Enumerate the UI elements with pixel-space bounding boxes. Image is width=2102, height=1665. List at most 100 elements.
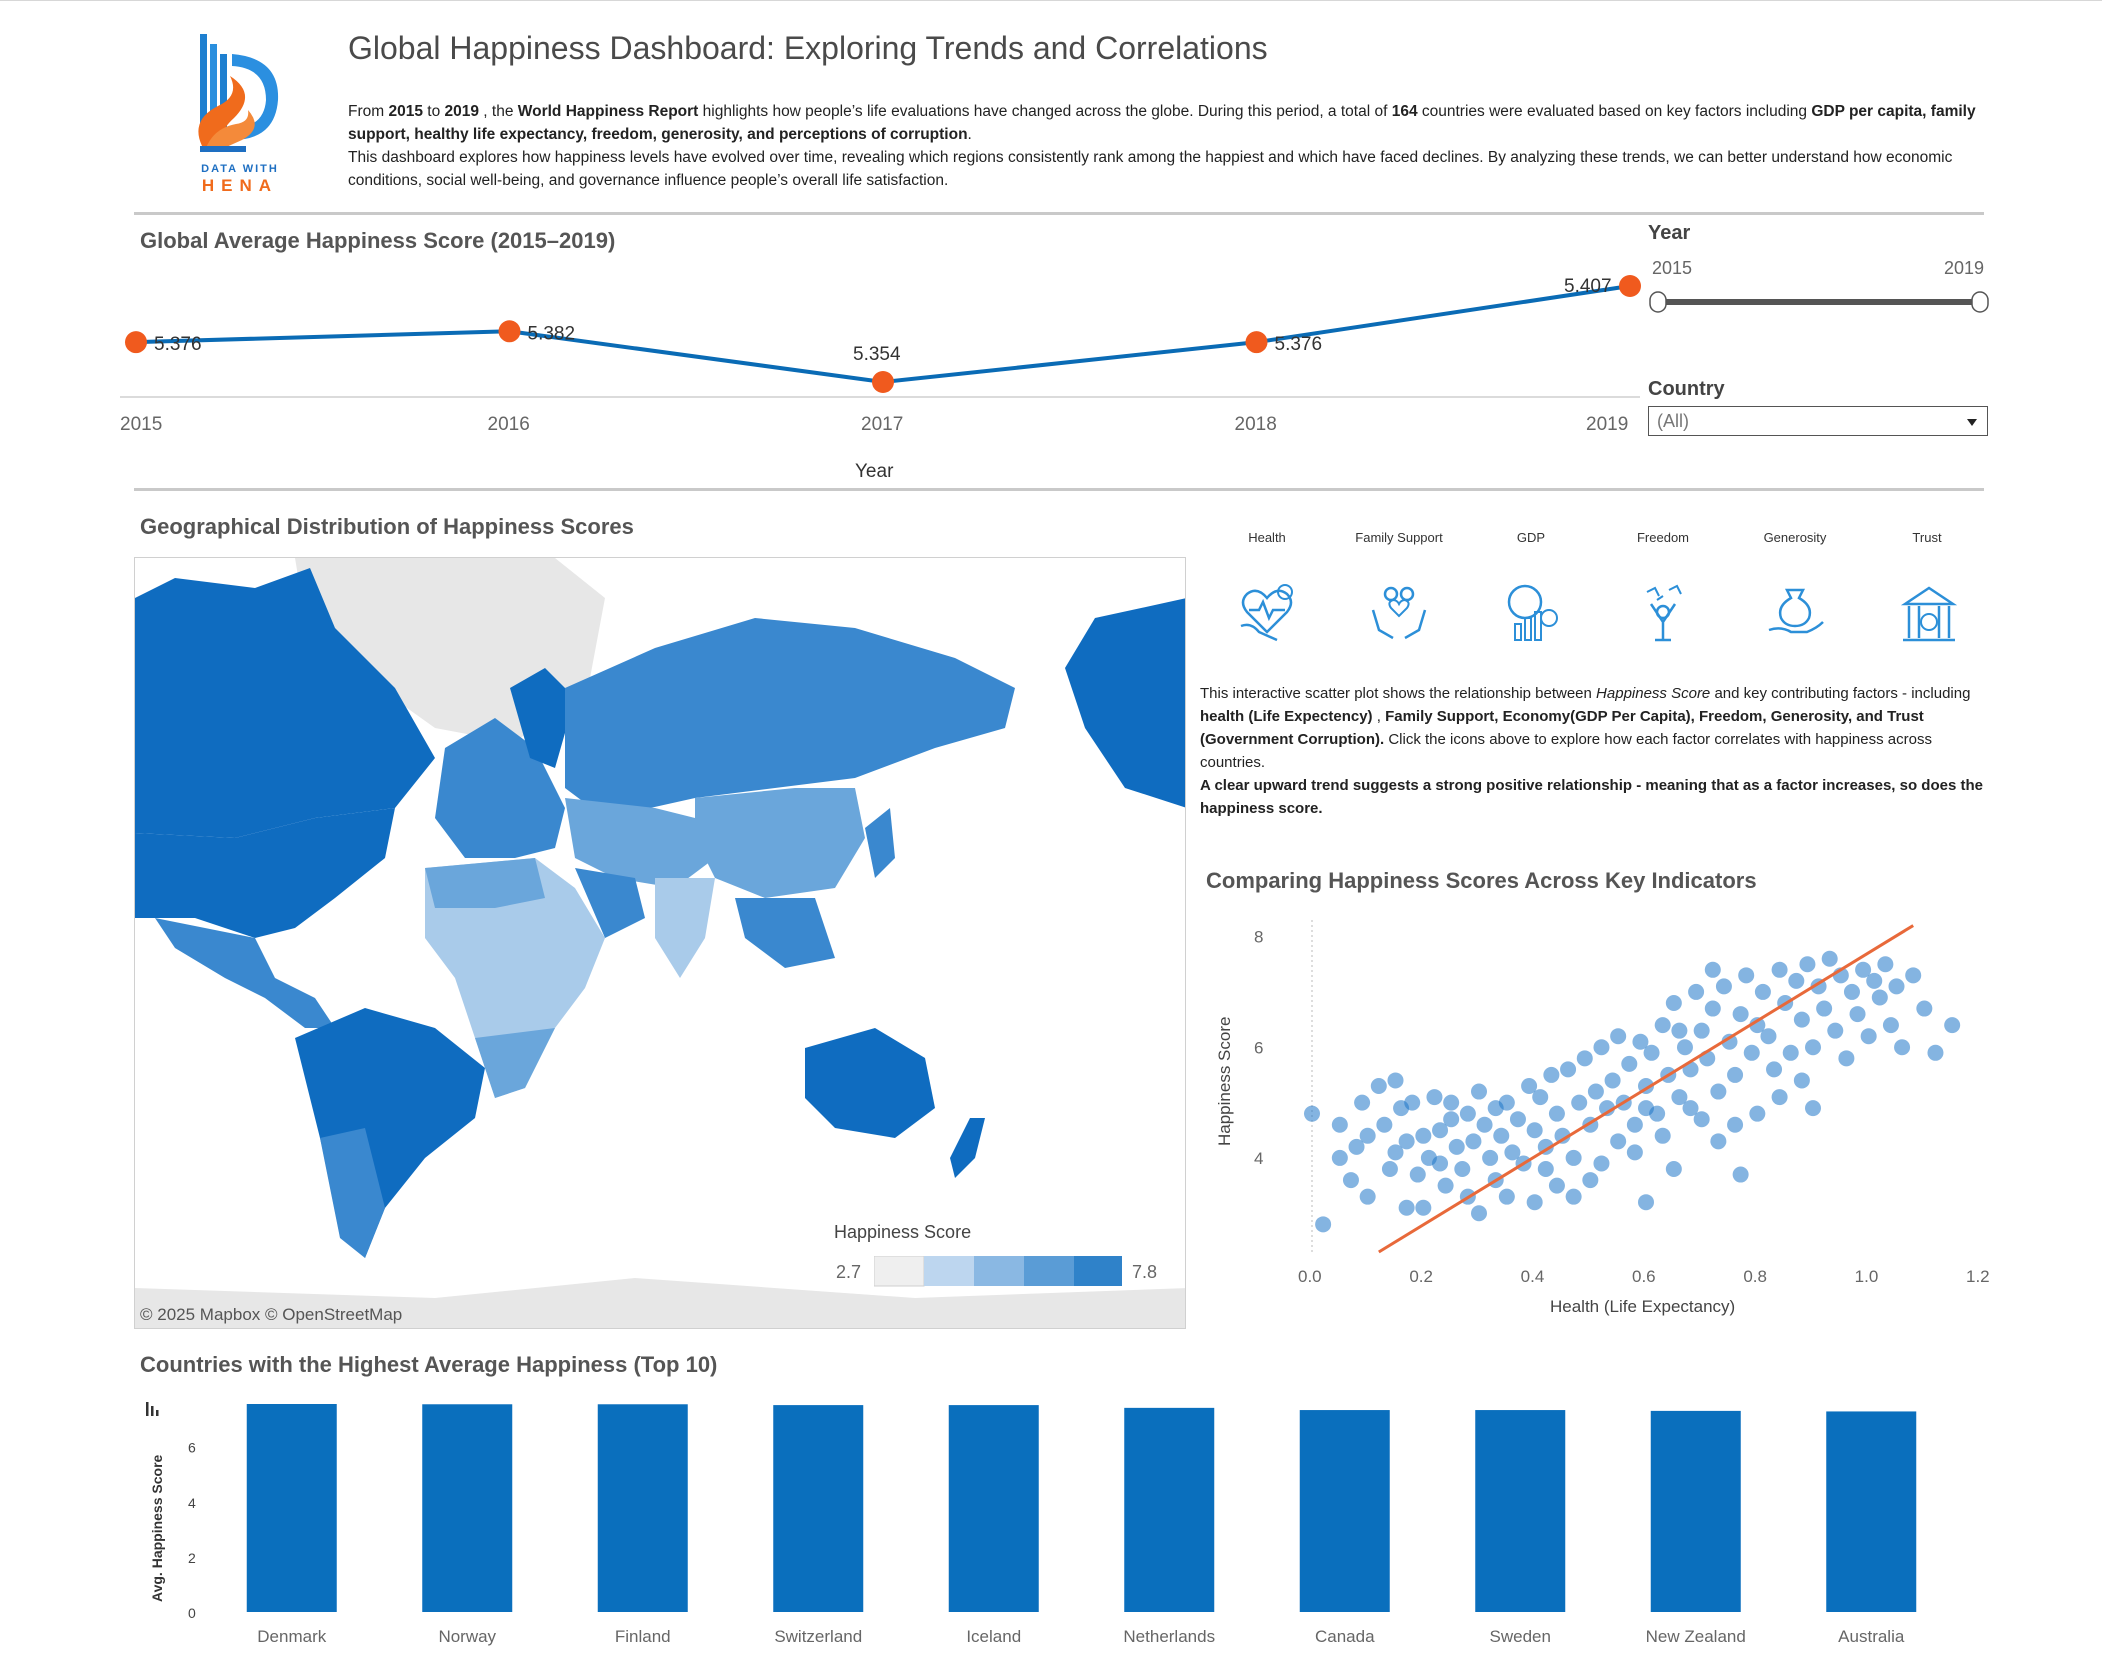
bar-6[interactable] [1299,1410,1390,1612]
scatter-point[interactable] [1576,1050,1593,1067]
scatter-point[interactable] [1710,1133,1727,1150]
scatter-point[interactable] [1526,1194,1543,1211]
scatter-point[interactable] [1749,1105,1766,1122]
scatter-point[interactable] [1381,1161,1398,1177]
scatter-point[interactable] [1504,1144,1521,1161]
scatter-point[interactable] [1676,1039,1693,1056]
heart-health-icon[interactable] [1237,582,1297,644]
scatter-point[interactable] [1354,1094,1371,1111]
scatter-point[interactable] [1816,1000,1833,1017]
scatter-point[interactable] [1682,1100,1699,1117]
scatter-point[interactable] [1376,1116,1393,1133]
scatter-point[interactable] [1548,1105,1565,1122]
region-russia[interactable] [565,618,1015,818]
line-point-2015[interactable] [125,331,147,354]
scatter-point[interactable] [1905,967,1922,984]
region-india[interactable] [655,878,715,978]
scatter-point[interactable] [1732,1006,1749,1023]
scatter-point[interactable] [1866,972,1883,989]
scatter-point[interactable] [1359,1188,1376,1205]
scatter-point[interactable] [1432,1122,1449,1139]
scatter-point[interactable] [1471,1205,1487,1222]
scatter-point[interactable] [1754,983,1771,1000]
region-japan[interactable] [865,808,895,878]
scatter-point[interactable] [1599,1100,1616,1117]
scatter-point[interactable] [1715,978,1732,995]
scatter-point[interactable] [1331,1116,1348,1133]
scatter-point[interactable] [1638,1194,1654,1211]
bar-2[interactable] [597,1404,688,1612]
scatter-point[interactable] [1871,989,1888,1006]
scatter-point[interactable] [1805,1039,1821,1056]
scatter-point[interactable] [1766,1061,1783,1078]
year-range-slider[interactable] [1648,288,1992,318]
region-new-zealand[interactable] [950,1118,985,1178]
line-point-2018[interactable] [1245,331,1268,354]
scatter-point[interactable] [1526,1122,1543,1139]
scatter-point[interactable] [1894,1039,1911,1056]
slider-handle-min[interactable] [1649,291,1667,313]
line-point-2019[interactable] [1619,275,1641,297]
scatter-point[interactable] [1537,1161,1554,1177]
scatter-point[interactable] [1359,1127,1376,1144]
trust-building-icon[interactable] [1897,582,1961,644]
region-alaska[interactable] [1065,598,1186,808]
bar-8[interactable] [1650,1410,1741,1612]
scatter-point[interactable] [1626,1144,1643,1161]
scatter-point[interactable] [1521,1078,1538,1094]
scatter-point[interactable] [1771,1089,1788,1106]
scatter-point[interactable] [1693,1111,1710,1128]
region-arabia[interactable] [575,868,645,938]
scatter-point[interactable] [1688,983,1705,1000]
scatter-point[interactable] [1643,1044,1660,1061]
bar-4[interactable] [948,1405,1039,1612]
scatter-point[interactable] [1432,1155,1449,1172]
region-antarctica[interactable] [135,1278,1186,1329]
scatter-point[interactable] [1693,1022,1710,1039]
scatter-point[interactable] [1509,1111,1526,1128]
scatter-point[interactable] [1638,1100,1654,1117]
scatter-point[interactable] [1370,1078,1387,1094]
scatter-point[interactable] [1927,1044,1944,1061]
region-africa[interactable] [425,858,605,1098]
country-dropdown[interactable]: (All) [1648,406,1988,436]
scatter-point[interactable] [1749,1017,1766,1034]
region-central-asia[interactable] [565,798,715,888]
scatter-point[interactable] [1771,961,1788,978]
scatter-point[interactable] [1704,961,1721,978]
scatter-point[interactable] [1471,1083,1487,1100]
scatter-point[interactable] [1498,1094,1515,1111]
scatter-point[interactable] [1882,1017,1899,1034]
scatter-point[interactable] [1721,1033,1738,1050]
scatter-point[interactable] [1387,1144,1404,1161]
scatter-point[interactable] [1426,1089,1443,1106]
scatter-point[interactable] [1342,1172,1359,1189]
line-point-2017[interactable] [872,371,894,393]
bar-7[interactable] [1475,1410,1566,1612]
bar-9[interactable] [1826,1411,1917,1612]
scatter-point[interactable] [1415,1199,1432,1216]
scatter-point[interactable] [1855,961,1872,978]
scatter-point[interactable] [1743,1044,1760,1061]
scatter-point[interactable] [1665,1161,1682,1177]
scatter-point[interactable] [1704,1000,1721,1017]
bar-0[interactable] [246,1404,337,1612]
scatter-point[interactable] [1793,1072,1810,1089]
region-china[interactable] [695,788,865,898]
scatter-point[interactable] [1604,1072,1621,1089]
freedom-person-icon[interactable] [1633,582,1693,644]
scatter-point[interactable] [1710,1083,1727,1100]
scatter-point[interactable] [1398,1133,1415,1150]
scatter-point[interactable] [1387,1072,1404,1089]
scatter-point[interactable] [1738,967,1755,984]
region-north-africa[interactable] [425,858,545,908]
scatter-point[interactable] [1443,1111,1460,1128]
world-map[interactable] [134,557,1186,1329]
scatter-point[interactable] [1626,1116,1643,1133]
scatter-point[interactable] [1849,1006,1866,1023]
scatter-point[interactable] [1593,1155,1610,1172]
scatter-point[interactable] [1593,1039,1610,1056]
scatter-point[interactable] [1799,956,1816,973]
scatter-point[interactable] [1415,1127,1432,1144]
scatter-point[interactable] [1838,1050,1855,1067]
